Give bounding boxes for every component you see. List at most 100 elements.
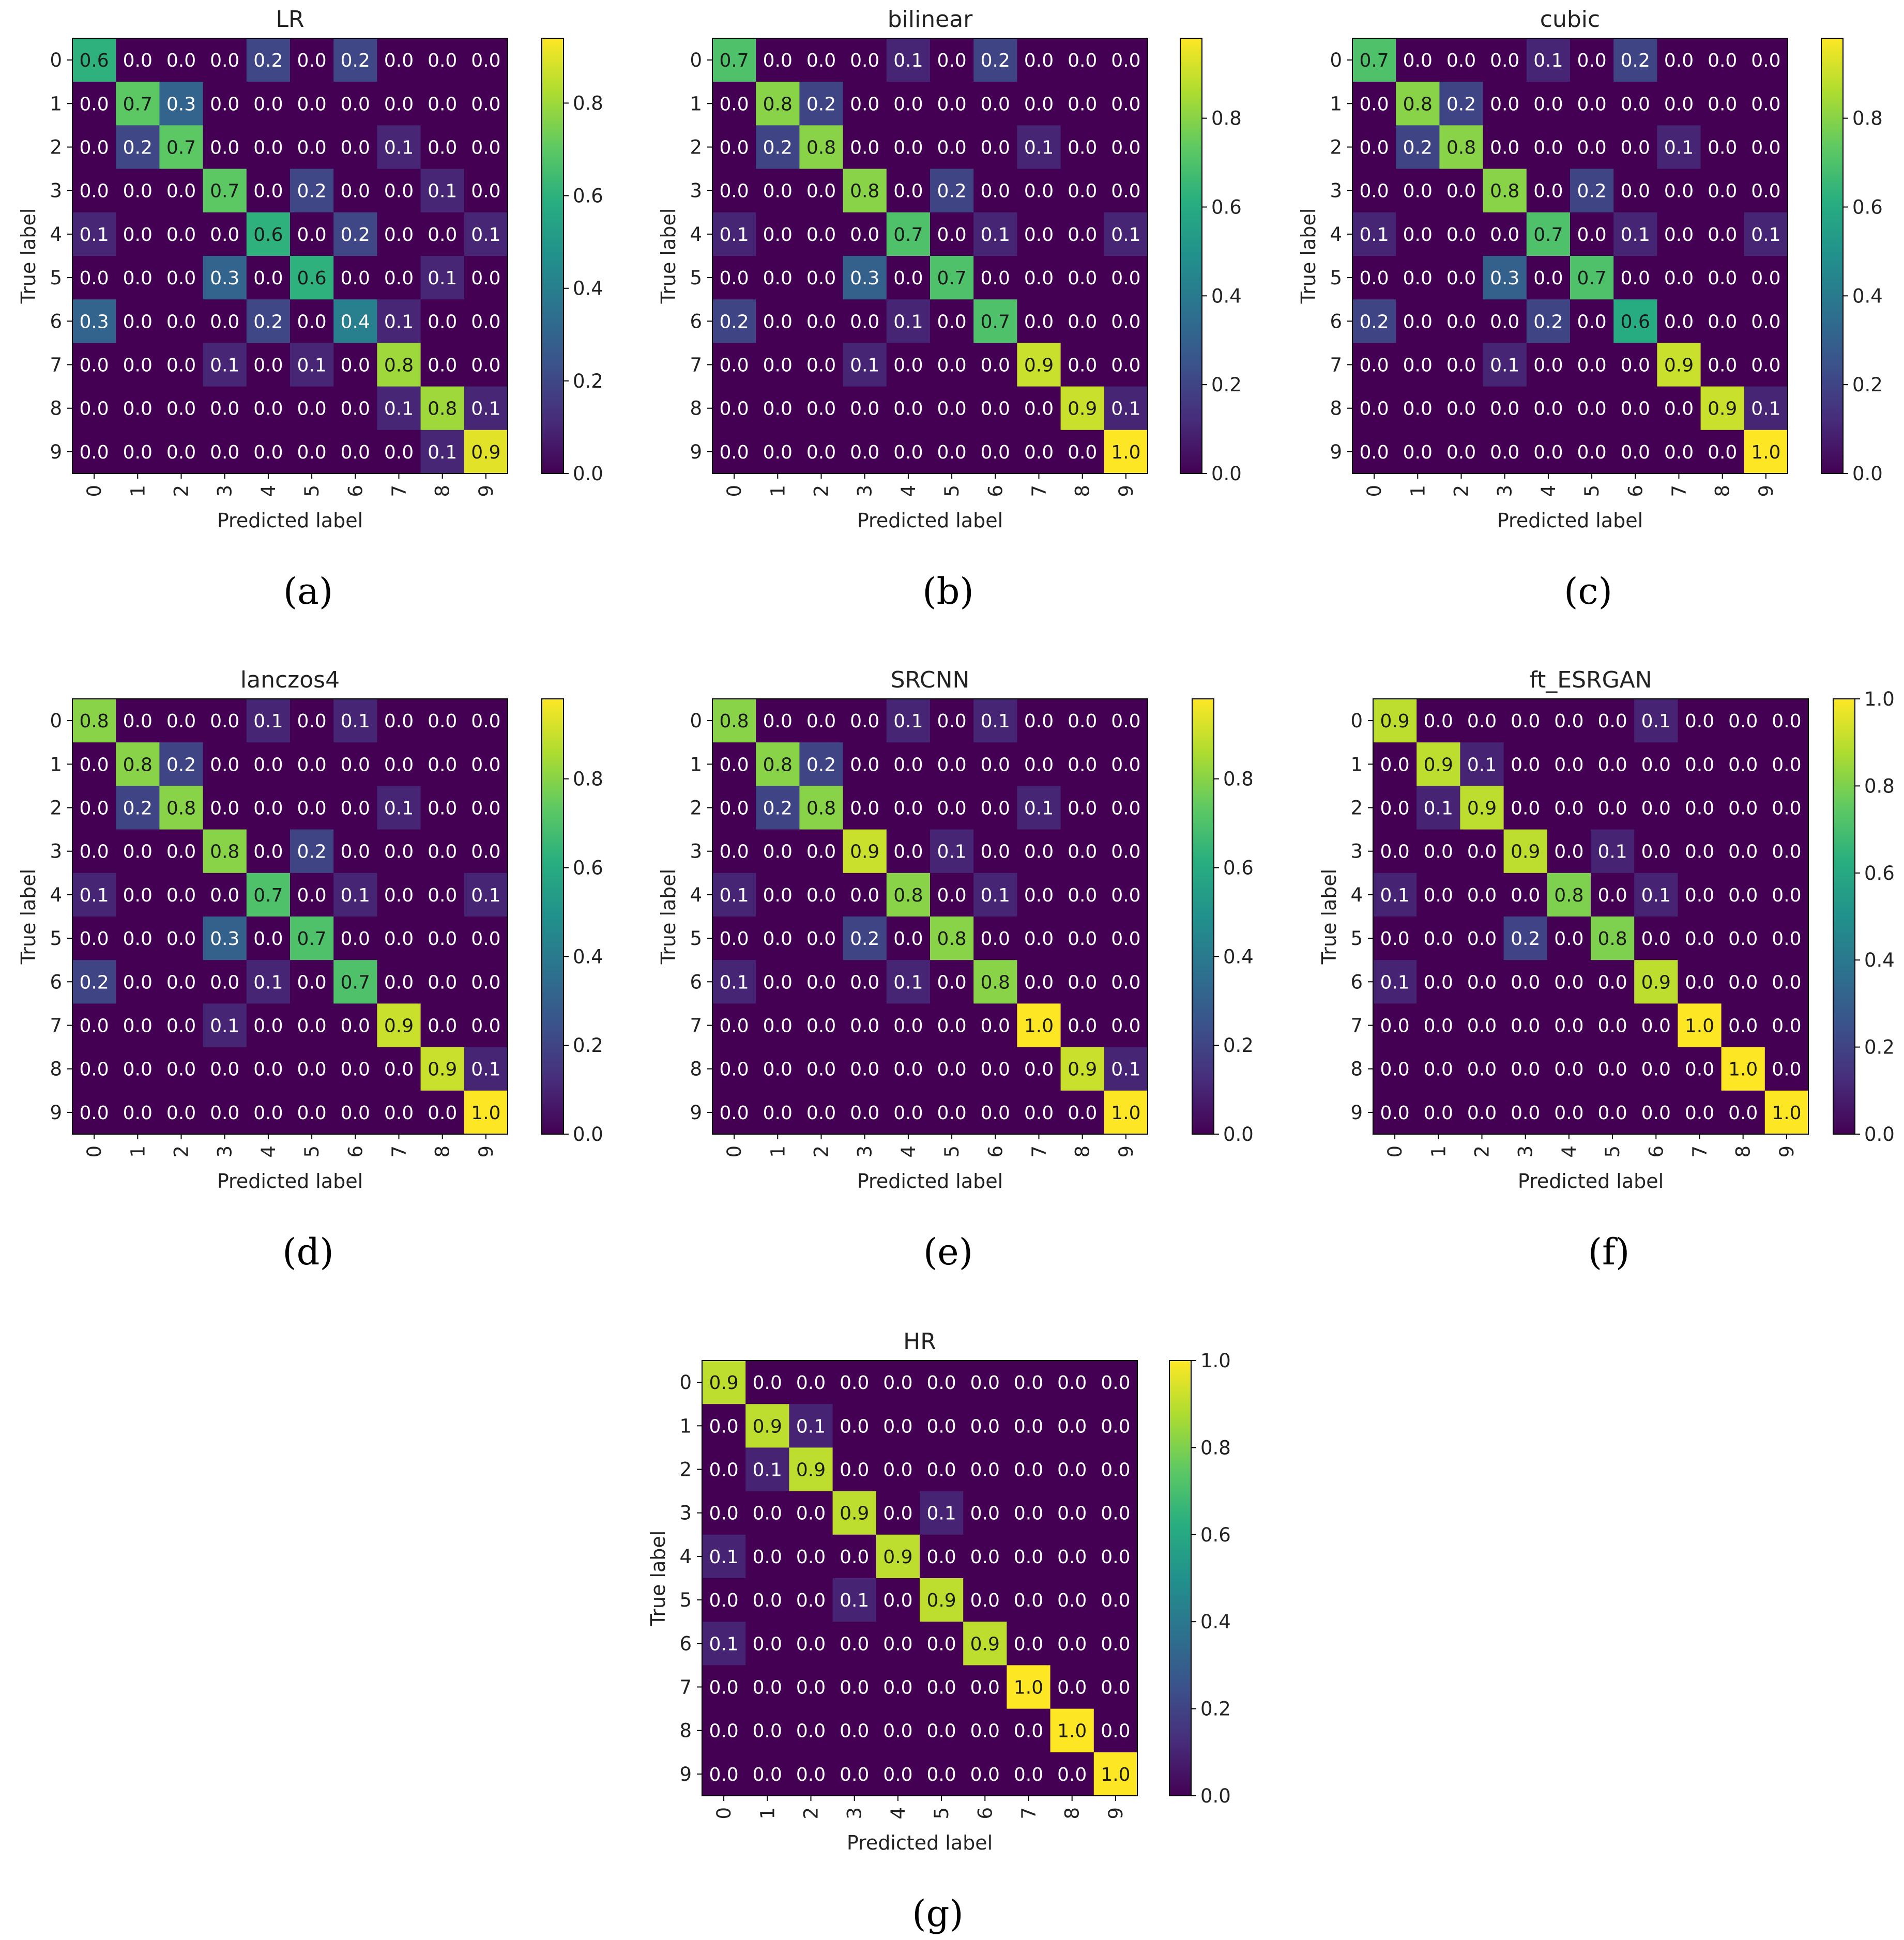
x-tick-label: 3 [854,1145,876,1158]
heatmap-cell [973,1003,1017,1048]
colorbar-tick-label: 0.4 [1223,945,1254,968]
heatmap-cell [1678,873,1722,917]
cell-value-label: 0.9 [1424,754,1453,775]
heatmap-cell [886,125,931,170]
cell-value-label: 0.0 [893,355,923,376]
cell-value-label: 0.0 [970,1721,1000,1742]
cell-value-label: 0.0 [719,1016,749,1037]
heatmap-cell [116,1003,160,1048]
y-tick-label: 1 [679,1415,692,1437]
cell-value-label: 0.0 [79,1103,109,1124]
heatmap-cell [464,786,508,830]
cell-value-label: 0.0 [1728,1103,1758,1124]
y-tick-label: 2 [50,136,62,159]
heatmap-cell [377,1047,421,1091]
x-tick-label: 1 [1407,485,1429,497]
heatmap-cell [333,873,377,917]
cell-value-label: 0.0 [210,754,239,775]
heatmap-cell [377,742,421,786]
heatmap-cell [712,786,756,830]
cell-value-label: 0.0 [1597,972,1627,993]
cell-value-label: 0.0 [1772,1016,1801,1037]
heatmap-cell [377,786,421,830]
heatmap-cell [1570,430,1614,474]
cell-value-label: 0.2 [1403,138,1433,159]
heatmap-frame [1352,38,1788,474]
cell-value-label: 0.0 [883,1590,912,1611]
cell-value-label: 0.0 [1685,711,1714,732]
cell-value-label: 0.0 [719,181,749,202]
cell-value-label: 0.0 [1490,224,1519,246]
heatmap-cell [420,386,465,431]
cell-value-label: 0.0 [384,928,414,950]
cell-value-label: 0.0 [850,50,879,71]
heatmap-cell [876,1447,920,1492]
heatmap-cell [1721,1090,1765,1135]
heatmap-cell [1373,1003,1417,1048]
cell-value-label: 0.0 [79,1059,109,1080]
cell-value-label: 0.0 [719,1103,749,1124]
heatmap-cell [290,1003,334,1048]
y-axis-title: True label [1318,869,1341,965]
x-tick-label: 4 [1537,485,1560,497]
heatmap-cell [203,82,247,126]
heatmap-cell [1007,1534,1051,1579]
heatmap-cell [886,38,931,82]
cell-value-label: 0.0 [1772,842,1801,863]
heatmap-cell [973,873,1017,917]
heatmap-cell [1570,125,1614,170]
cell-value-label: 1.0 [1101,1764,1130,1785]
heatmap-cell [1591,742,1635,786]
heatmap-cell [1613,386,1657,431]
heatmap-cell [377,343,421,387]
heatmap-cell [1352,125,1396,170]
heatmap-cell [1591,960,1635,1004]
heatmap-cell [1396,212,1440,256]
cell-value-label: 0.0 [719,399,749,420]
heatmap-cell [377,82,421,126]
heatmap-cell [377,125,421,170]
heatmap-cell [1060,38,1105,82]
cell-value-label: 0.0 [1424,1103,1453,1124]
cell-value-label: 0.0 [1359,355,1389,376]
cell-value-label: 0.0 [937,355,966,376]
cell-value-label: 0.0 [1014,1547,1043,1568]
cell-value-label: 0.0 [384,181,414,202]
heatmap-cell [1483,169,1527,213]
colorbar-tick-label: 0.8 [1852,108,1883,130]
heatmap-cell [1460,742,1504,786]
cell-value-label: 0.0 [1024,94,1054,115]
x-tick-label: 0 [83,485,105,497]
heatmap-cell [246,960,291,1004]
heatmap-cell [1060,699,1105,743]
heatmap-cell [203,169,247,213]
cell-value-label: 0.0 [79,94,109,115]
cell-value-label: 0.0 [123,842,153,863]
heatmap-cell [72,38,116,82]
cell-value-label: 0.0 [210,50,239,71]
heatmap-cell [1093,1404,1138,1448]
y-tick-label: 3 [1330,180,1342,202]
heatmap-cell [963,1361,1007,1404]
heatmap-cell [1352,212,1396,256]
heatmap-cell [832,1578,877,1622]
heatmap-cell [1104,38,1148,82]
y-tick-label: 3 [1350,841,1363,863]
cell-value-label: 0.0 [210,442,239,463]
heatmap-cell [1634,960,1678,1004]
cell-value-label: 0.0 [1057,1677,1087,1699]
cell-value-label: 0.0 [806,1016,836,1037]
x-tick-label: 0 [723,1145,745,1158]
cell-value-label: 0.0 [806,399,836,420]
cell-value-label: 0.8 [1490,181,1519,202]
cell-value-label: 0.0 [1685,798,1714,819]
cell-value-label: 0.0 [1068,181,1097,202]
cell-value-label: 0.0 [937,94,966,115]
y-tick-label: 5 [1350,927,1363,950]
cell-value-label: 1.0 [1057,1721,1087,1742]
cell-value-label: 0.0 [796,1547,826,1568]
heatmap-cell [1460,1003,1504,1048]
x-tick-label: 6 [1645,1145,1667,1158]
x-tick-label: 5 [1581,485,1603,497]
heatmap-cell [420,699,465,743]
